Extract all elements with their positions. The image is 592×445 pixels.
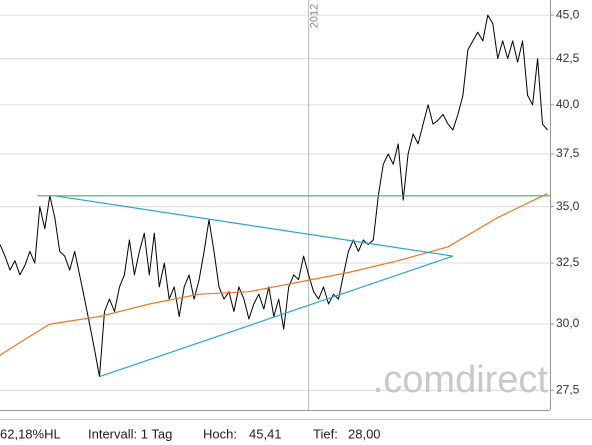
watermark: .comdirect — [373, 359, 549, 401]
y-tick-label: 40,0 — [556, 97, 580, 111]
y-tick-label: 30,0 — [556, 316, 580, 330]
y-tick-label: 35,0 — [556, 199, 580, 213]
footer-text: Intervall: 1 Tag — [88, 426, 172, 441]
line — [0, 193, 548, 356]
y-tick-label: 32,5 — [556, 255, 580, 269]
footer-text: Hoch: — [203, 426, 237, 441]
y-tick-label: 37,5 — [556, 146, 580, 160]
line — [54, 195, 453, 257]
y-tick-label: 42,5 — [556, 51, 580, 65]
footer-text: 45,41 — [249, 426, 282, 441]
y-tick-label: 45,0 — [556, 7, 580, 21]
period-label: 2012 — [309, 4, 321, 28]
footer-text: Tief: — [313, 426, 338, 441]
line — [99, 255, 454, 378]
line — [0, 14, 548, 378]
y-tick-label: 27,5 — [556, 383, 580, 397]
footer-text: 28,00 — [348, 426, 381, 441]
footer-text: 62,18%HL — [0, 426, 61, 441]
